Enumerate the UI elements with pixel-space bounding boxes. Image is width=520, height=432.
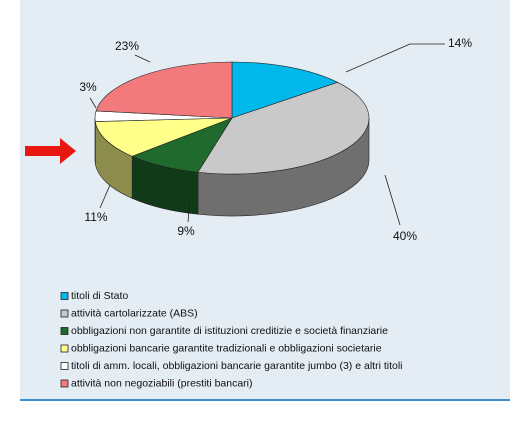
value-label: 9% (177, 224, 195, 238)
slice (95, 61, 233, 119)
legend-swatch (60, 327, 69, 335)
leader-line (89, 97, 97, 109)
slice (231, 61, 339, 119)
legend-label: obbligazioni bancarie garantite tradizio… (71, 342, 382, 354)
legend-swatch (60, 362, 69, 370)
legend-label: titoli di Stato (71, 290, 128, 302)
legend-swatch (60, 344, 69, 353)
value-label: 40% (393, 229, 417, 243)
legend-label: attività non negoziabili (prestiti banca… (71, 377, 253, 389)
legend-swatch (60, 379, 69, 388)
legend-label: titoli di amm. locali, obbligazioni banc… (71, 360, 403, 372)
slice (94, 117, 233, 157)
arrow (25, 138, 76, 164)
value-label: 23% (115, 39, 139, 53)
leader-line (99, 184, 111, 209)
value-label: 14% (448, 36, 472, 50)
legend-swatch (60, 292, 69, 300)
value-label: 11% (84, 210, 107, 224)
value-label: 3% (79, 80, 97, 94)
legend-label: obbligazioni non garantite di istituzion… (71, 325, 388, 337)
leader-line (134, 54, 151, 63)
legend-label: attività cartolarizzate (ABS) (71, 307, 198, 319)
slice (197, 81, 370, 175)
leader-line (345, 43, 411, 73)
leader-line (187, 195, 191, 223)
legend-swatch (60, 309, 69, 318)
leader-line (384, 174, 401, 226)
